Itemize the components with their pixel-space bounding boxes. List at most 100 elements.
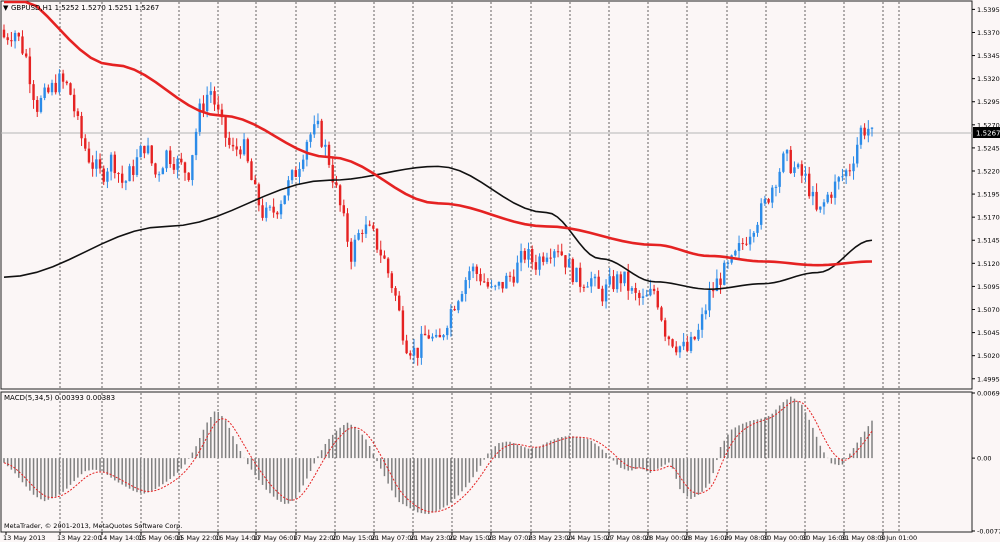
bull-candle <box>124 181 128 183</box>
time-tick-label: 20 May 15:00 <box>332 534 377 542</box>
bull-candle <box>468 271 471 281</box>
bear-candle <box>423 333 427 336</box>
bull-candle <box>194 131 198 156</box>
bull-candle <box>457 301 460 311</box>
current-price-tag: 1.5267 <box>973 127 1000 138</box>
ma-fast-line <box>3 165 873 290</box>
bear-candle <box>228 137 231 145</box>
bear-candle <box>534 262 538 270</box>
bear-candle <box>863 127 866 136</box>
macd-panel-frame <box>0 391 973 533</box>
bull-candle <box>58 73 61 93</box>
bull-candle <box>575 267 578 283</box>
bear-candle <box>660 307 663 321</box>
bear-candle <box>416 347 419 358</box>
bear-candle <box>667 336 671 340</box>
bull-candle <box>837 177 840 182</box>
bear-candle <box>32 84 35 101</box>
price-tick-label: 1.5245 <box>977 144 1000 152</box>
bull-candle <box>471 266 475 272</box>
bull-candle <box>538 256 541 270</box>
bull-candle <box>811 191 815 197</box>
bear-candle <box>671 339 674 347</box>
bear-candle <box>61 73 65 82</box>
macd-axis: 0.00695 0.00 -0.00778 <box>972 390 1000 536</box>
bull-candle <box>316 120 320 125</box>
bear-candle <box>21 36 24 54</box>
bear-candle <box>235 146 238 150</box>
bull-candle <box>516 262 519 283</box>
bull-candle <box>748 236 752 245</box>
bull-candle <box>446 327 449 336</box>
bear-candle <box>217 104 220 110</box>
bear-candle <box>72 94 76 112</box>
bear-candle <box>508 275 512 277</box>
price-axis: 1.53951.53701.53451.53201.52951.52701.52… <box>972 6 1000 383</box>
bull-candle <box>209 91 213 95</box>
bull-candle <box>146 145 150 154</box>
bear-candle <box>383 255 386 259</box>
bear-candle <box>143 145 146 154</box>
price-panel[interactable]: 1.53951.53701.53451.53201.52951.52701.52… <box>0 0 1000 390</box>
macd-tick-label: 0.00695 <box>977 390 1000 398</box>
bull-candle <box>268 206 272 208</box>
bear-candle <box>98 159 102 169</box>
bear-candle <box>612 276 615 290</box>
bear-candle <box>375 228 379 250</box>
bear-candle <box>10 40 13 42</box>
price-tick-label: 1.5195 <box>977 191 1000 199</box>
time-tick-label: 15 May 06:00 <box>138 534 183 542</box>
bear-candle <box>372 225 375 229</box>
price-panel-frame <box>0 0 973 390</box>
bull-candle <box>771 187 774 203</box>
bull-candle <box>161 168 165 175</box>
bull-candle <box>128 166 131 182</box>
bear-candle <box>560 251 563 256</box>
bull-candle <box>290 170 294 181</box>
price-tick-label: 1.5320 <box>977 75 1000 83</box>
bull-candle <box>826 194 829 203</box>
time-tick-label: 3 Jun 01:00 <box>880 534 917 542</box>
bear-candle <box>187 172 190 181</box>
bull-candle <box>689 336 693 351</box>
bear-candle <box>711 290 715 292</box>
bear-candle <box>675 346 678 353</box>
bull-candle <box>723 262 726 285</box>
bull-candle <box>527 248 530 260</box>
bull-candle <box>357 233 360 240</box>
time-tick-label: 16 May 14:00 <box>215 534 260 542</box>
symbol-header: ▼ GBPUSD,H1 1.5252 1.5270 1.5251 1.5267 <box>3 4 159 12</box>
bull-candle <box>819 206 822 210</box>
bull-candle <box>841 176 844 178</box>
bull-candle <box>590 278 593 287</box>
time-tick-label: 21 May 07:00 <box>371 534 416 542</box>
bull-candle <box>833 181 837 198</box>
bear-candle <box>350 241 353 262</box>
bear-candle <box>627 271 630 291</box>
bull-candle <box>782 153 785 172</box>
bull-candle <box>844 170 848 177</box>
dropdown-triangle-icon[interactable]: ▼ <box>3 4 9 12</box>
bear-candle <box>335 182 338 186</box>
bull-candle <box>283 195 286 205</box>
price-tick-label: 1.5220 <box>977 167 1000 175</box>
bear-candle <box>239 149 242 155</box>
macd-panel[interactable]: 0.00695 0.00 -0.00778 MACD(5,34,5) 0.00393… <box>0 390 1000 536</box>
bear-candle <box>65 81 68 84</box>
bear-candle <box>132 166 135 175</box>
bull-candle <box>708 290 711 311</box>
ma-slow-line <box>4 0 873 267</box>
bear-candle <box>276 212 279 215</box>
bull-candle <box>752 232 756 237</box>
bull-candle <box>704 310 707 315</box>
bull-candle <box>870 127 874 129</box>
bear-candle <box>338 185 342 206</box>
time-tick-label: 23 May 07:00 <box>488 534 533 542</box>
bear-candle <box>815 191 818 210</box>
bear-candle <box>475 266 478 274</box>
bull-candle <box>50 82 54 93</box>
bear-candle <box>294 170 297 177</box>
bear-candle <box>579 267 582 287</box>
